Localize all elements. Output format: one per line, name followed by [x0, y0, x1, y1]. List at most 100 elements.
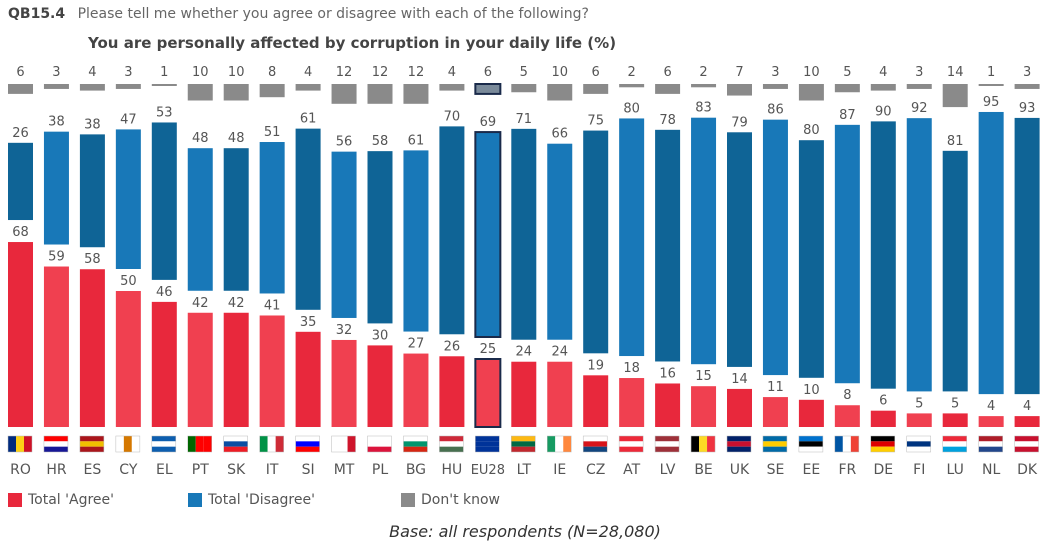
category-label-at: AT: [623, 462, 640, 478]
label-disagree-bg: 61: [408, 133, 425, 148]
bar-dontknow-hr: [43, 84, 69, 89]
flag-stripe: [24, 436, 32, 452]
bar-agree-bg: [403, 353, 429, 427]
flag-stripe: [151, 441, 176, 447]
flag-border: [259, 435, 284, 453]
category-label-pl: PL: [372, 462, 388, 478]
flag-pt-icon: [187, 435, 212, 453]
label-disagree-pt: 48: [192, 131, 209, 146]
label-dontknow-es: 4: [88, 65, 96, 80]
bar-agree-at: [619, 378, 645, 427]
category-label-de: DE: [873, 462, 893, 478]
bar-disagree-ro: [8, 142, 33, 221]
label-agree-pl: 30: [372, 328, 389, 343]
label-agree-lt: 24: [516, 345, 533, 360]
label-dontknow-it: 8: [268, 65, 276, 80]
label-agree-it: 41: [264, 298, 281, 313]
flag-stripe: [115, 436, 124, 452]
flag-dk-icon: [1014, 435, 1039, 453]
flag-stripe: [259, 436, 268, 452]
label-dontknow-ro: 6: [16, 65, 24, 80]
flag-stripe: [475, 446, 500, 452]
flag-stripe: [439, 436, 464, 442]
legend-label-disagree: Total 'Disagree': [208, 492, 315, 508]
bar-dontknow-se: [762, 84, 788, 89]
flag-stripe: [131, 436, 140, 452]
bar-dontknow-it: [259, 84, 285, 98]
bar-disagree-fi: [906, 118, 932, 392]
flag-stripe: [707, 436, 716, 452]
flag-stripe: [762, 441, 787, 447]
bar-disagree-at: [619, 118, 645, 357]
label-disagree-fi: 92: [911, 101, 928, 116]
label-dontknow-hr: 3: [52, 65, 60, 80]
flag-mt-icon: [331, 435, 356, 453]
label-disagree-lv: 78: [659, 113, 676, 128]
bar-disagree-cz: [583, 130, 609, 354]
bar-dontknow-uk: [727, 84, 752, 96]
flag-stripe: [870, 441, 895, 447]
flag-stripe: [655, 436, 680, 442]
bar-disagree-pt: [187, 148, 213, 291]
bar-disagree-nl: [978, 111, 1004, 395]
bar-agree-mt: [331, 339, 357, 427]
flag-stripe: [367, 446, 392, 452]
flag-stripe: [339, 436, 348, 452]
flag-stripe: [43, 441, 68, 447]
flag-stripe: [1014, 446, 1039, 452]
flag-stripe: [1014, 441, 1039, 447]
category-label-it: IT: [266, 462, 279, 478]
bar-agree-cy: [115, 291, 141, 427]
label-agree-be: 15: [695, 369, 712, 384]
label-dontknow-ee: 10: [803, 65, 820, 80]
bar-disagree-bg: [403, 150, 429, 332]
flag-border: [331, 435, 356, 453]
flag-stripe: [511, 441, 536, 447]
bar-agree-pl: [367, 345, 393, 427]
category-label-es: ES: [84, 462, 102, 478]
bar-dontknow-sk: [223, 84, 249, 101]
bar-dontknow-at: [619, 84, 645, 88]
bar-dontknow-be: [691, 84, 717, 88]
flag-stripe: [223, 436, 248, 442]
base-note: Base: all respondents (N=28,080): [389, 522, 661, 541]
flag-stripe: [798, 436, 823, 442]
flag-stripe: [475, 436, 500, 442]
flag-cz-icon: [582, 435, 608, 453]
label-disagree-hu: 70: [444, 109, 461, 124]
flag-stripe: [475, 441, 500, 447]
flag-stripe: [699, 436, 708, 452]
label-dontknow-at: 2: [628, 65, 636, 80]
bar-dontknow-cz: [583, 84, 609, 94]
flag-stripe: [295, 436, 320, 442]
flag-cy-icon: [115, 435, 141, 453]
bar-agree-ee: [798, 399, 824, 427]
label-disagree-ee: 80: [803, 123, 820, 138]
bar-dontknow-ee: [798, 84, 824, 101]
category-label-dk: DK: [1017, 462, 1038, 478]
label-disagree-hr: 38: [48, 115, 65, 130]
question-text: Please tell me whether you agree or disa…: [77, 6, 589, 22]
label-dontknow-be: 2: [699, 65, 707, 80]
label-dontknow-nl: 1: [987, 65, 995, 80]
bar-agree-se: [762, 397, 788, 427]
flag-stripe: [727, 436, 751, 442]
flag-stripe: [223, 441, 248, 447]
flag-stripe: [403, 441, 428, 447]
label-agree-ee: 10: [803, 383, 820, 398]
flag-stripe: [331, 436, 340, 452]
flag-el-icon: [151, 435, 177, 453]
flag-stripe: [870, 446, 895, 452]
flag-stripe: [43, 436, 68, 442]
flag-border: [151, 435, 177, 453]
flag-stripe: [978, 441, 1003, 447]
flag-border: [870, 435, 896, 453]
flag-stripe: [367, 436, 392, 442]
flag-stripe: [583, 446, 608, 452]
chart-title-row: QB15.4 Please tell me whether you agree …: [8, 6, 589, 22]
flag-stripe: [691, 436, 700, 452]
flag-sk-icon: [223, 435, 248, 453]
bar-dontknow-ro: [8, 84, 33, 94]
flag-border: [223, 435, 248, 453]
flag-se-icon: [762, 435, 788, 453]
